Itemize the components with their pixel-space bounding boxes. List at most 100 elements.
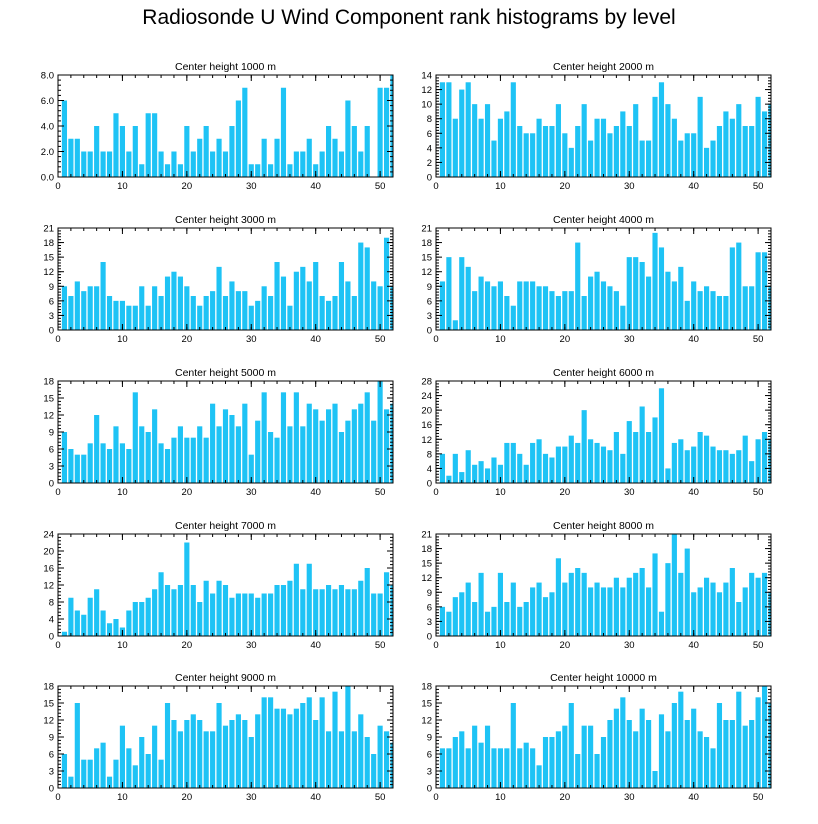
x-tick-label: 0 <box>55 640 60 651</box>
histogram-bar <box>504 111 510 177</box>
histogram-bar <box>613 291 619 330</box>
histogram-bar <box>216 266 222 330</box>
histogram-bar <box>100 262 106 330</box>
histogram-bar <box>113 113 119 177</box>
y-tick-label: 6 <box>49 445 54 456</box>
histogram-bar <box>497 748 503 788</box>
histogram-bar <box>607 133 613 177</box>
y-tick-label: 3 <box>427 767 432 778</box>
histogram-bar <box>749 461 755 483</box>
y-tick-label: 2.0 <box>41 147 54 158</box>
x-tick-label: 50 <box>753 334 764 345</box>
histogram-bar <box>607 720 613 788</box>
histogram-bar <box>300 426 306 483</box>
histogram-bar <box>523 133 529 177</box>
histogram-bar <box>164 703 171 788</box>
x-tick-label: 20 <box>560 487 571 498</box>
histogram-bar <box>210 593 216 636</box>
x-tick-label: 50 <box>375 640 386 651</box>
histogram-bar <box>768 592 771 636</box>
histogram-bar <box>390 585 393 636</box>
histogram-bar <box>716 703 723 788</box>
histogram-bar <box>588 439 594 483</box>
histogram-bar <box>371 593 377 636</box>
histogram-bar <box>383 572 390 636</box>
histogram-bar <box>761 686 768 788</box>
y-tick-label: 21 <box>421 224 432 235</box>
histogram-bar <box>613 432 619 483</box>
histogram-bar <box>306 697 312 788</box>
histogram-bar <box>119 443 125 483</box>
histogram-bar <box>510 82 516 177</box>
histogram-bar <box>345 420 351 483</box>
histogram-bar <box>723 582 729 636</box>
x-tick-label: 0 <box>55 181 60 192</box>
histogram-bar <box>171 271 177 330</box>
histogram-bar <box>562 133 568 177</box>
histogram-bar <box>478 461 484 483</box>
x-tick-label: 30 <box>246 334 257 345</box>
x-tick-label: 10 <box>117 640 128 651</box>
histogram-bar <box>197 305 203 330</box>
histogram-bar <box>326 126 332 177</box>
x-tick-label: 0 <box>433 640 438 651</box>
histogram-bar <box>671 703 677 788</box>
y-tick-label: 12 <box>421 573 432 584</box>
histogram-bar <box>588 276 594 330</box>
histogram-bar <box>755 96 761 177</box>
histogram-panel: Center height 8000 m 0 10 20 30 40 50 0 3 6 9 12 15 1… <box>421 520 772 651</box>
histogram-bar <box>242 87 248 177</box>
histogram-bar <box>607 587 613 636</box>
y-tick-label: 12 <box>421 716 432 727</box>
histogram-bar <box>549 737 555 788</box>
histogram-bar <box>229 720 235 788</box>
histogram-panel: Center height 10000 m 0 10 20 30 40 50 0 3 6 9 12 15… <box>421 672 772 803</box>
panel-title: Center height 5000 m <box>175 367 276 379</box>
x-tick-label: 20 <box>182 640 193 651</box>
y-tick-label: 4 <box>427 143 432 154</box>
histogram-bar <box>761 572 768 636</box>
x-tick-label: 30 <box>624 640 635 651</box>
histogram-bar <box>280 392 287 483</box>
x-tick-label: 10 <box>495 792 506 803</box>
histogram-bar <box>536 582 542 636</box>
histogram-bar <box>261 286 267 330</box>
histogram-bar <box>472 464 478 483</box>
histogram-bar <box>287 164 293 177</box>
histogram-bar <box>68 776 74 788</box>
histogram-bar <box>684 133 690 177</box>
histogram-bar <box>332 403 338 483</box>
histogram-bar <box>351 731 357 788</box>
histogram-bar <box>390 286 393 330</box>
histogram-bar <box>729 453 735 483</box>
histogram-bar <box>446 611 452 636</box>
histogram-bar <box>568 291 574 330</box>
histogram-bar <box>261 392 267 483</box>
histogram-bar <box>749 720 755 788</box>
histogram-bar <box>491 606 497 636</box>
histogram-bar <box>222 585 229 636</box>
histogram-bar <box>575 754 581 788</box>
histogram-bar <box>242 593 248 636</box>
histogram-bar <box>549 126 555 177</box>
histogram-bar <box>61 631 68 636</box>
histogram-bar <box>472 602 478 636</box>
histogram-bar <box>126 151 132 177</box>
histogram-bar <box>510 703 516 788</box>
histogram-bar <box>293 392 299 483</box>
histogram-bar <box>126 610 132 636</box>
x-tick-label: 50 <box>375 334 386 345</box>
histogram-bar <box>639 262 645 330</box>
histogram-bar <box>562 446 568 483</box>
y-tick-label: 6 <box>427 296 432 307</box>
histogram-bar <box>81 614 87 636</box>
histogram-bar <box>300 589 306 636</box>
y-tick-label: 16 <box>421 420 432 431</box>
histogram-bar <box>268 697 274 788</box>
histogram-bar <box>274 708 280 788</box>
histogram-bar <box>235 593 241 636</box>
y-tick-label: 9 <box>427 733 432 744</box>
histogram-bar <box>345 100 351 177</box>
histogram-bar <box>326 585 332 636</box>
x-tick-label: 50 <box>753 487 764 498</box>
